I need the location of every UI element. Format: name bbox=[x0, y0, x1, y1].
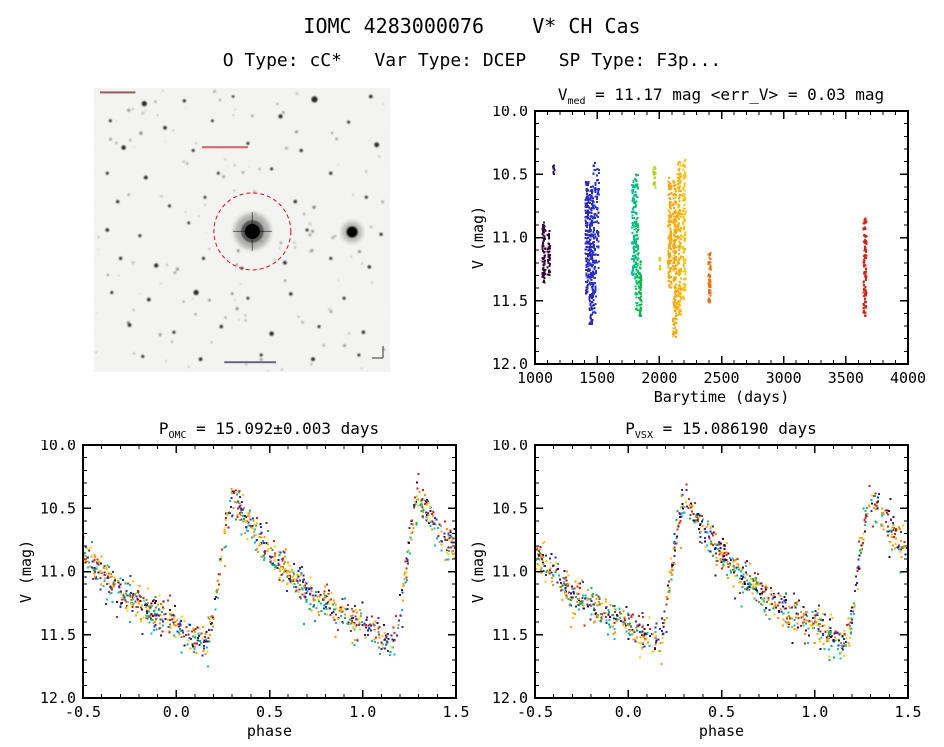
p-omc-symbol: P bbox=[158, 419, 169, 438]
tiny-annotation bbox=[99, 91, 136, 94]
svg-text:1500: 1500 bbox=[579, 369, 615, 387]
p-vsx-subscript: VSX bbox=[634, 430, 653, 442]
svg-text:V (mag): V (mag) bbox=[18, 540, 35, 603]
svg-text:0.0: 0.0 bbox=[615, 703, 642, 721]
phase-omc-plot: -0.5 0.0 0.5 1.0 1.5 10.0 10.5 11.0 11.5 12.0 phas… bbox=[17, 436, 470, 740]
svg-text:11.0: 11.0 bbox=[492, 563, 528, 581]
timeseries-panel: Vmed = 11.17 mag <err_V> = 0.03 mag 1000… bbox=[469, 84, 944, 410]
svg-text:0.5: 0.5 bbox=[708, 703, 735, 721]
svg-text:Barytime (days): Barytime (days) bbox=[654, 388, 789, 406]
compass-mark bbox=[372, 346, 384, 359]
svg-text:-0.5: -0.5 bbox=[517, 703, 553, 721]
svg-text:10.0: 10.0 bbox=[40, 440, 76, 454]
phase-vsx-panel: PVSX = 15.086190 days -0.5 0.0 0.5 1.0 1.5 10… bbox=[469, 418, 944, 744]
svg-text:2500: 2500 bbox=[703, 369, 739, 387]
axes: -0.5 0.0 0.5 1.0 1.5 10.0 10.5 11.0 11.5 12.0 phas… bbox=[469, 436, 922, 740]
tiny-annotation bbox=[224, 361, 277, 364]
bright-star bbox=[346, 226, 358, 238]
svg-text:-0.5: -0.5 bbox=[65, 703, 101, 721]
phase-omc-panel: POMC = 15.092±0.003 days -0.5 0.0 0.5 1.0 1.… bbox=[17, 418, 500, 744]
data-points bbox=[84, 472, 455, 668]
svg-text:11.5: 11.5 bbox=[492, 292, 528, 310]
svg-text:3500: 3500 bbox=[828, 369, 864, 387]
tiny-annotation bbox=[202, 146, 248, 149]
timeseries-plot: 1000 1500 2000 2500 3000 3500 4000 10.0 10.5 11.0… bbox=[469, 102, 926, 406]
svg-text:11.5: 11.5 bbox=[492, 626, 528, 644]
svg-text:0.5: 0.5 bbox=[256, 703, 283, 721]
timeseries-title: Vmed = 11.17 mag <err_V> = 0.03 mag bbox=[490, 84, 944, 108]
vmed-symbol: V bbox=[557, 85, 568, 104]
axes: -0.5 0.0 0.5 1.0 1.5 10.0 10.5 11.0 11.5 12.0 phas… bbox=[17, 436, 470, 740]
vmed-value: = 11.17 mag <err_V> = 0.03 mag bbox=[585, 85, 885, 104]
svg-text:10.5: 10.5 bbox=[492, 499, 528, 517]
page-subtitle: O Type: cC* Var Type: DCEP SP Type: F3p.… bbox=[222, 50, 722, 71]
svg-text:1.5: 1.5 bbox=[894, 703, 921, 721]
svg-text:V (mag): V (mag) bbox=[470, 206, 487, 269]
svg-text:11.0: 11.0 bbox=[40, 563, 76, 581]
svg-text:3000: 3000 bbox=[766, 369, 802, 387]
svg-text:4000: 4000 bbox=[890, 369, 926, 387]
star-field-image bbox=[94, 88, 390, 372]
svg-text:0.0: 0.0 bbox=[163, 703, 190, 721]
svg-text:1.5: 1.5 bbox=[442, 703, 469, 721]
target-star bbox=[244, 223, 260, 239]
field-stars bbox=[105, 94, 383, 362]
svg-text:phase: phase bbox=[699, 722, 744, 740]
p-omc-value: = 15.092±0.003 days bbox=[186, 419, 380, 438]
axes: 1000 1500 2000 2500 3000 3500 4000 10.0 10.5 11.0… bbox=[469, 102, 926, 406]
svg-text:1000: 1000 bbox=[517, 369, 553, 387]
svg-text:11.0: 11.0 bbox=[492, 229, 528, 247]
data-points bbox=[541, 158, 868, 338]
svg-text:10.5: 10.5 bbox=[492, 165, 528, 183]
page-title: IOMC 4283000076 V* CH Cas bbox=[303, 14, 641, 38]
p-vsx-value: = 15.086190 days bbox=[652, 419, 817, 438]
svg-text:10.5: 10.5 bbox=[40, 499, 76, 517]
svg-text:1.0: 1.0 bbox=[349, 703, 376, 721]
svg-text:V (mag): V (mag) bbox=[470, 540, 487, 603]
vmed-subscript: med bbox=[567, 96, 586, 108]
data-points bbox=[536, 483, 907, 665]
phase-vsx-plot: -0.5 0.0 0.5 1.0 1.5 10.0 10.5 11.0 11.5 12.0 phas… bbox=[469, 436, 922, 740]
svg-text:11.5: 11.5 bbox=[40, 626, 76, 644]
svg-text:10.0: 10.0 bbox=[492, 106, 528, 120]
phase-omc-title: POMC = 15.092±0.003 days bbox=[38, 418, 500, 442]
svg-text:2000: 2000 bbox=[641, 369, 677, 387]
target-circle bbox=[213, 192, 292, 271]
svg-text:phase: phase bbox=[247, 722, 292, 740]
finder-chart-panel bbox=[94, 88, 390, 372]
svg-text:1.0: 1.0 bbox=[801, 703, 828, 721]
p-vsx-symbol: P bbox=[625, 419, 635, 438]
svg-text:12.0: 12.0 bbox=[492, 355, 528, 373]
phase-vsx-title: PVSX = 15.086190 days bbox=[490, 418, 944, 442]
svg-text:12.0: 12.0 bbox=[492, 689, 528, 707]
svg-text:12.0: 12.0 bbox=[40, 689, 76, 707]
p-omc-subscript: OMC bbox=[168, 430, 187, 442]
svg-text:10.0: 10.0 bbox=[492, 440, 528, 454]
